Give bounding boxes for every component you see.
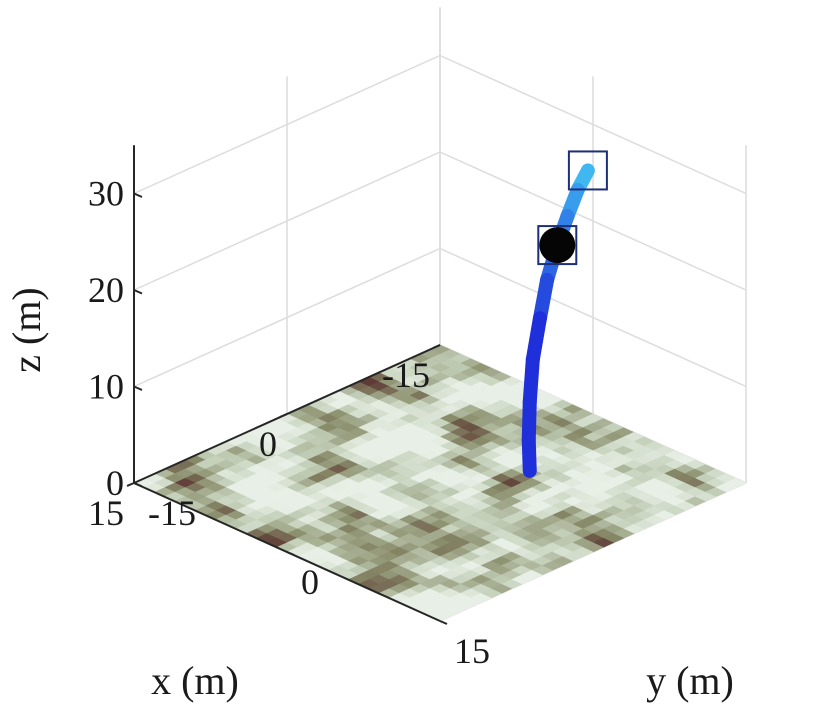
trajectory-segment — [522, 352, 540, 409]
trajectory — [521, 150, 608, 478]
terrain-surface — [133, 344, 747, 622]
y-axis-label: y (m) — [646, 658, 734, 703]
x-tick-label: 15 — [88, 493, 124, 533]
trajectory-segment — [521, 433, 537, 478]
y-tick — [286, 551, 295, 556]
axes — [126, 145, 448, 625]
z-tick — [133, 192, 143, 198]
marker-square — [567, 150, 608, 191]
x-axis-label: x (m) — [151, 658, 239, 703]
y-tick-label: -15 — [148, 493, 196, 533]
x-tick — [126, 482, 135, 487]
z-tick-label: 20 — [88, 270, 124, 310]
z-tick — [133, 385, 143, 391]
x-tick-label: -15 — [382, 355, 430, 395]
z-tick-label: 30 — [88, 174, 124, 214]
z-tick-label: 10 — [88, 367, 124, 407]
grid-line — [439, 247, 747, 388]
z-tick-label: 0 — [106, 463, 124, 503]
y-tick — [133, 482, 142, 487]
y-tick — [439, 620, 448, 625]
y-tick-label: 0 — [301, 562, 319, 602]
x-tick — [279, 413, 288, 418]
grid-line — [133, 247, 441, 388]
current-position-marker — [539, 227, 576, 264]
grid-line — [133, 54, 441, 195]
grid-line — [133, 151, 441, 291]
grid-line — [439, 151, 747, 291]
x-tick — [432, 344, 441, 349]
z-tick — [133, 289, 143, 295]
x-tick-label: 0 — [259, 424, 277, 464]
marker-square — [537, 225, 578, 266]
z-axis-label: z (m) — [4, 287, 49, 373]
y-tick-label: 15 — [454, 631, 490, 671]
grid-line — [439, 54, 747, 195]
